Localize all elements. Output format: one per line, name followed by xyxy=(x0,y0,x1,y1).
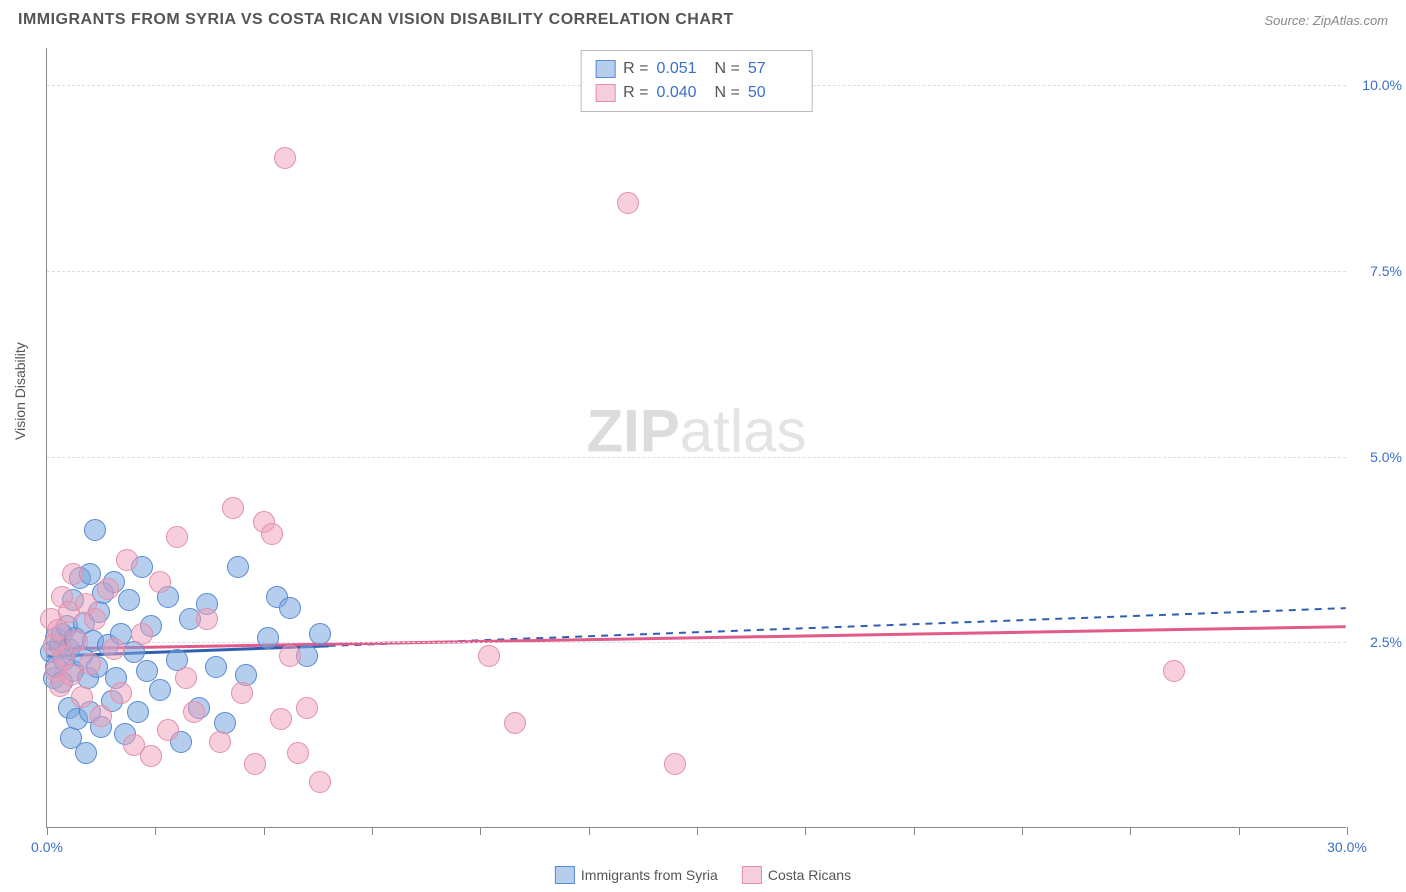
data-point-costarica xyxy=(60,664,82,686)
data-point-costarica xyxy=(196,608,218,630)
data-point-costarica xyxy=(131,623,153,645)
watermark-bold: ZIP xyxy=(586,397,679,464)
data-point-costarica xyxy=(183,701,205,723)
data-point-costarica xyxy=(47,619,69,641)
y-tick-label: 5.0% xyxy=(1370,449,1402,465)
r-label: R = xyxy=(623,57,648,81)
n-label: N = xyxy=(715,57,740,81)
swatch-series2 xyxy=(595,84,615,102)
x-tick xyxy=(155,827,156,835)
data-point-costarica xyxy=(71,686,93,708)
data-point-costarica xyxy=(149,571,171,593)
n-label: N = xyxy=(715,81,740,105)
data-point-costarica xyxy=(617,192,639,214)
data-point-costarica xyxy=(504,712,526,734)
watermark: ZIPatlas xyxy=(586,396,806,465)
y-tick-label: 7.5% xyxy=(1370,263,1402,279)
data-point-syria xyxy=(127,701,149,723)
data-point-syria xyxy=(227,556,249,578)
data-point-costarica xyxy=(209,731,231,753)
data-point-costarica xyxy=(478,645,500,667)
data-point-costarica xyxy=(90,705,112,727)
data-point-costarica xyxy=(175,667,197,689)
legend-item-syria: Immigrants from Syria xyxy=(555,866,718,884)
n-value-2: 50 xyxy=(748,81,798,105)
data-point-costarica xyxy=(140,745,162,767)
data-point-syria xyxy=(309,623,331,645)
x-tick xyxy=(914,827,915,835)
x-tick xyxy=(372,827,373,835)
swatch-syria xyxy=(555,866,575,884)
data-point-costarica xyxy=(62,563,84,585)
chart-header: IMMIGRANTS FROM SYRIA VS COSTA RICAN VIS… xyxy=(0,0,1406,40)
legend-label-costarica: Costa Ricans xyxy=(768,867,851,883)
x-tick-label: 30.0% xyxy=(1327,839,1367,855)
data-point-syria xyxy=(205,656,227,678)
data-point-syria xyxy=(149,679,171,701)
source-attribution: Source: ZipAtlas.com xyxy=(1264,13,1388,28)
data-point-costarica xyxy=(103,638,125,660)
data-point-syria xyxy=(84,519,106,541)
legend-label-syria: Immigrants from Syria xyxy=(581,867,718,883)
x-tick xyxy=(264,827,265,835)
legend-row-series1: R = 0.051 N = 57 xyxy=(595,57,798,81)
gridline-h xyxy=(47,457,1346,458)
swatch-series1 xyxy=(595,60,615,78)
chart-title: IMMIGRANTS FROM SYRIA VS COSTA RICAN VIS… xyxy=(18,11,734,29)
data-point-syria xyxy=(118,589,140,611)
data-point-costarica xyxy=(244,753,266,775)
x-tick xyxy=(1347,827,1348,835)
data-point-syria xyxy=(75,742,97,764)
data-point-costarica xyxy=(296,697,318,719)
legend-row-series2: R = 0.040 N = 50 xyxy=(595,81,798,105)
legend-item-costarica: Costa Ricans xyxy=(742,866,851,884)
gridline-h xyxy=(47,642,1346,643)
swatch-costarica xyxy=(742,866,762,884)
data-point-costarica xyxy=(222,497,244,519)
data-point-costarica xyxy=(274,147,296,169)
data-point-costarica xyxy=(66,630,88,652)
scatter-plot-area: ZIPatlas R = 0.051 N = 57 R = 0.040 N = … xyxy=(46,48,1346,828)
regression-lines xyxy=(47,48,1346,827)
x-tick xyxy=(697,827,698,835)
data-point-syria xyxy=(279,597,301,619)
data-point-costarica xyxy=(664,753,686,775)
series-legend: Immigrants from Syria Costa Ricans xyxy=(555,866,851,884)
y-tick-label: 2.5% xyxy=(1370,634,1402,650)
data-point-costarica xyxy=(110,682,132,704)
x-tick-label: 0.0% xyxy=(31,839,63,855)
data-point-costarica xyxy=(97,578,119,600)
x-tick xyxy=(589,827,590,835)
y-axis-title: Vision Disability xyxy=(12,342,28,440)
x-tick xyxy=(47,827,48,835)
data-point-costarica xyxy=(261,523,283,545)
data-point-costarica xyxy=(1163,660,1185,682)
x-tick xyxy=(1130,827,1131,835)
data-point-costarica xyxy=(231,682,253,704)
x-tick xyxy=(1239,827,1240,835)
x-tick xyxy=(480,827,481,835)
y-tick-label: 10.0% xyxy=(1362,77,1402,93)
data-point-costarica xyxy=(79,653,101,675)
x-tick xyxy=(805,827,806,835)
gridline-h xyxy=(47,271,1346,272)
r-value-2: 0.040 xyxy=(657,81,707,105)
data-point-costarica xyxy=(279,645,301,667)
data-point-costarica xyxy=(157,719,179,741)
data-point-costarica xyxy=(270,708,292,730)
data-point-costarica xyxy=(287,742,309,764)
watermark-light: atlas xyxy=(680,397,807,464)
r-label: R = xyxy=(623,81,648,105)
data-point-costarica xyxy=(116,549,138,571)
correlation-legend: R = 0.051 N = 57 R = 0.040 N = 50 xyxy=(580,50,813,112)
data-point-costarica xyxy=(166,526,188,548)
data-point-costarica xyxy=(309,771,331,793)
n-value-1: 57 xyxy=(748,57,798,81)
r-value-1: 0.051 xyxy=(657,57,707,81)
data-point-costarica xyxy=(84,608,106,630)
data-point-syria xyxy=(257,627,279,649)
x-tick xyxy=(1022,827,1023,835)
